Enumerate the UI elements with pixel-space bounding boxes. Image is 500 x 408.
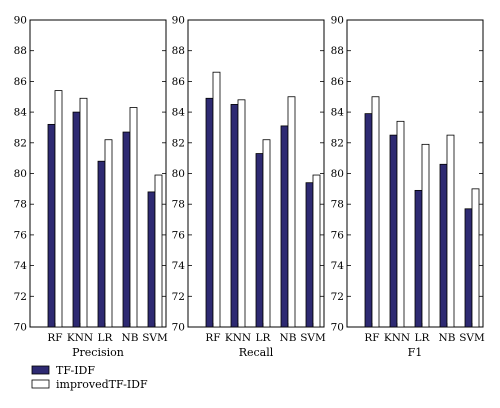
y-tick-label: 78: [172, 199, 185, 211]
y-tick-label: 72: [331, 291, 344, 303]
legend-swatch-tf-idf: [31, 365, 50, 375]
legend-swatch-improved-tf-idf: [31, 379, 50, 389]
y-tick-label: 74: [331, 260, 345, 272]
bar-tf-idf-lr: [414, 189, 423, 328]
x-tick-label: RF: [47, 332, 62, 344]
bar-tf-idf-knn: [389, 134, 398, 328]
bar-tf-idf-nb: [122, 131, 131, 328]
y-tick-label: 90: [172, 15, 185, 27]
bar-improvedtf-idf-rf: [371, 96, 380, 328]
y-tick-label: 86: [172, 76, 186, 88]
y-tick-label: 88: [331, 45, 344, 57]
y-tick-label: 82: [331, 137, 344, 149]
y-tick-label: 78: [331, 199, 344, 211]
y-tick-label: 72: [172, 291, 185, 303]
y-tick-label: 84: [172, 107, 186, 119]
x-tick-label: KNN: [384, 332, 410, 344]
y-tick-label: 80: [331, 168, 344, 180]
y-tick-label: 72: [14, 291, 27, 303]
legend-label-tf-idf: TF-IDF: [56, 364, 95, 377]
bar-improvedtf-idf-lr: [262, 139, 271, 328]
bar-tf-idf-rf: [205, 97, 214, 328]
x-axis-label: F1: [408, 346, 423, 359]
panel-f1: 70 72 74 76 78 80 82 84 86 88 90 RF KNN LR NB SVM F1: [331, 15, 485, 360]
x-tick-label: RF: [205, 332, 220, 344]
bar-tf-idf-rf: [364, 113, 373, 328]
y-tick-label: 74: [172, 260, 186, 272]
y-tick-label: 70: [172, 322, 185, 334]
y-tick-label: 82: [172, 137, 185, 149]
bar-tf-idf-nb: [439, 163, 448, 328]
bar-improvedtf-idf-knn: [79, 97, 88, 328]
y-tick-label: 86: [14, 76, 28, 88]
y-tick-label: 74: [14, 260, 28, 272]
y-tick-label: 82: [14, 137, 27, 149]
x-tick-label: LR: [98, 332, 114, 344]
x-tick-label: SVM: [300, 332, 326, 344]
y-tick-label: 84: [331, 107, 345, 119]
y-tick-label: 90: [14, 15, 27, 27]
bar-tf-idf-svm: [464, 208, 473, 328]
x-tick-label: LR: [415, 332, 431, 344]
bar-tf-idf-rf: [47, 123, 56, 328]
x-tick-label: SVM: [459, 332, 485, 344]
y-tick-label: 76: [172, 229, 186, 241]
y-tick-label: 70: [14, 322, 27, 334]
x-tick-label: KNN: [225, 332, 251, 344]
bar-improvedtf-idf-svm: [312, 174, 321, 328]
bar-improvedtf-idf-svm: [154, 174, 163, 328]
bar-improvedtf-idf-knn: [237, 99, 246, 328]
x-tick-label: RF: [364, 332, 379, 344]
bar-tf-idf-svm: [147, 191, 156, 328]
bar-improvedtf-idf-rf: [212, 71, 221, 328]
bar-tf-idf-lr: [97, 160, 106, 328]
legend-label-improved-tf-idf: improvedTF-IDF: [56, 378, 148, 391]
y-tick-label: 70: [331, 322, 344, 334]
y-tick-label: 78: [14, 199, 27, 211]
bar-tf-idf-knn: [72, 111, 81, 328]
y-tick-label: 80: [172, 168, 185, 180]
bar-improvedtf-idf-nb: [287, 96, 296, 328]
bar-improvedtf-idf-svm: [471, 188, 480, 328]
x-tick-label: NB: [122, 332, 139, 344]
bar-tf-idf-nb: [280, 125, 289, 328]
panel-precision: 70 72 74 76 78 80 82 84 86 88 90 RF KNN LR NB SVM Precis…: [14, 15, 168, 360]
y-tick-label: 90: [331, 15, 344, 27]
y-tick-label: 88: [172, 45, 185, 57]
x-tick-label: NB: [280, 332, 297, 344]
y-tick-label: 84: [14, 107, 28, 119]
x-tick-label: SVM: [142, 332, 168, 344]
bar-improvedtf-idf-nb: [446, 134, 455, 328]
bar-improvedtf-idf-lr: [421, 143, 430, 328]
panel-recall: 70 72 74 76 78 80 82 84 86 88 90 RF KNN LR NB SVM Recall: [172, 15, 326, 360]
x-tick-label: KNN: [67, 332, 93, 344]
legend: TF-IDF improvedTF-IDF: [31, 364, 148, 391]
bar-tf-idf-knn: [230, 104, 239, 328]
y-tick-label: 80: [14, 168, 27, 180]
y-tick-label: 76: [14, 229, 28, 241]
bar-improvedtf-idf-rf: [54, 90, 63, 328]
bar-improvedtf-idf-nb: [129, 107, 138, 328]
y-tick-label: 88: [14, 45, 27, 57]
x-axis-label: Precision: [72, 346, 124, 359]
bar-improvedtf-idf-lr: [104, 139, 113, 328]
y-tick-label: 76: [331, 229, 345, 241]
x-axis-label: Recall: [239, 346, 274, 359]
bar-tf-idf-lr: [255, 153, 264, 328]
x-tick-label: LR: [256, 332, 272, 344]
x-tick-label: NB: [439, 332, 456, 344]
bar-tf-idf-svm: [305, 182, 314, 328]
y-tick-label: 86: [331, 76, 345, 88]
bar-improvedtf-idf-knn: [396, 120, 405, 328]
